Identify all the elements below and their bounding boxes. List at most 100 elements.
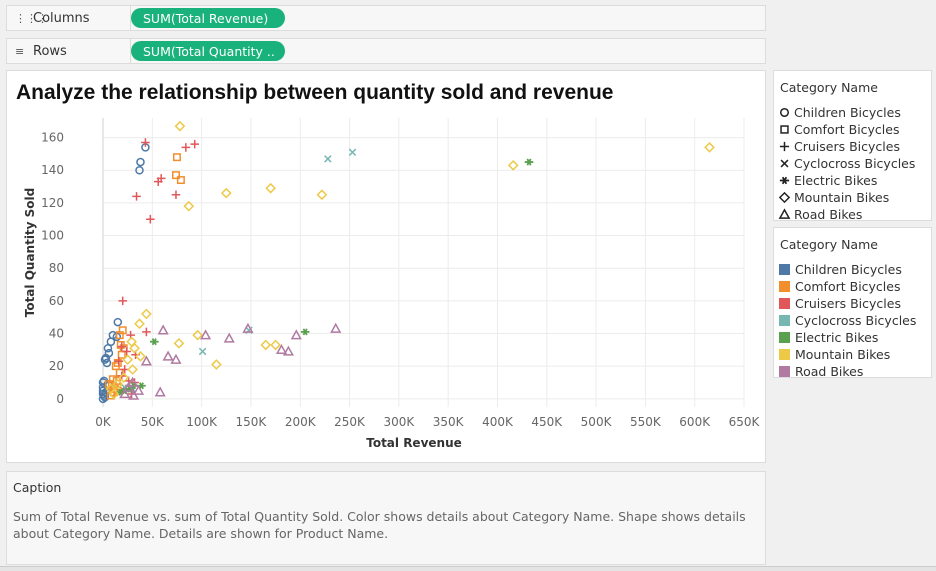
- data-point[interactable]: [507, 159, 519, 171]
- data-point[interactable]: [524, 158, 534, 166]
- color-legend-item[interactable]: Cruisers Bicycles: [774, 295, 931, 312]
- data-point[interactable]: [149, 338, 159, 346]
- data-point[interactable]: [129, 342, 140, 354]
- shape-legend-label: Electric Bikes: [794, 173, 878, 188]
- data-point[interactable]: [173, 337, 185, 349]
- y-tick-label: 140: [41, 163, 64, 177]
- data-point[interactable]: [192, 329, 204, 341]
- shape-legend-item[interactable]: Cyclocross Bicycles: [774, 155, 931, 172]
- columns-shelf[interactable]: ⋮⋮⋮ Columns SUM(Total Revenue): [6, 5, 766, 31]
- x-tick-label: 50K: [141, 415, 165, 429]
- data-point[interactable]: [300, 328, 310, 336]
- data-point[interactable]: [157, 324, 169, 335]
- data-point[interactable]: [171, 190, 181, 200]
- data-point[interactable]: [118, 296, 128, 306]
- shape-legend-item[interactable]: Electric Bikes: [774, 172, 931, 189]
- data-point[interactable]: [112, 376, 121, 385]
- columns-pill[interactable]: SUM(Total Revenue): [131, 8, 285, 28]
- data-point[interactable]: [330, 322, 342, 333]
- data-point[interactable]: [127, 389, 140, 400]
- data-point[interactable]: [154, 386, 166, 397]
- data-point[interactable]: [199, 329, 212, 340]
- data-point[interactable]: [282, 345, 294, 356]
- caption-title: Caption: [13, 480, 62, 495]
- data-point[interactable]: [141, 308, 152, 320]
- y-tick-label: 0: [56, 392, 64, 406]
- data-point[interactable]: [290, 329, 302, 340]
- data-point[interactable]: [242, 322, 254, 333]
- scatter-chart[interactable]: 0K 50K 100K 150K 200K 250K 300K 350K 400K 450K 500…: [7, 71, 765, 462]
- data-point[interactable]: [114, 356, 124, 366]
- data-point[interactable]: [117, 342, 127, 351]
- color-legend-item[interactable]: Comfort Bicycles: [774, 278, 931, 295]
- data-point[interactable]: [127, 376, 139, 387]
- color-legend-item[interactable]: Cyclocross Bicycles: [774, 312, 931, 329]
- data-point[interactable]: [115, 331, 124, 340]
- data-point[interactable]: [112, 378, 124, 390]
- data-point[interactable]: [265, 182, 277, 194]
- data-point[interactable]: [170, 353, 182, 364]
- diamond-shape-icon: [778, 191, 791, 204]
- data-point[interactable]: [118, 372, 130, 383]
- data-point[interactable]: [172, 171, 180, 180]
- data-point[interactable]: [100, 392, 110, 402]
- color-legend-item[interactable]: Road Bikes: [774, 363, 931, 380]
- data-point[interactable]: [135, 165, 144, 175]
- data-point[interactable]: [140, 355, 152, 366]
- x-tick-label: 0K: [95, 415, 112, 429]
- shape-legend-item[interactable]: Mountain Bikes: [774, 189, 931, 206]
- data-point[interactable]: [123, 381, 135, 392]
- data-point[interactable]: [704, 142, 715, 153]
- data-point[interactable]: [174, 120, 186, 132]
- shape-legend-item[interactable]: Comfort Bicycles: [774, 121, 931, 138]
- rows-shelf[interactable]: ≡ Rows SUM(Total Quantity ..: [6, 38, 766, 64]
- data-point[interactable]: [98, 378, 108, 387]
- data-point[interactable]: [146, 214, 155, 224]
- data-point[interactable]: [113, 317, 123, 327]
- data-point[interactable]: [132, 192, 141, 201]
- data-point[interactable]: [198, 347, 207, 356]
- data-point[interactable]: [127, 364, 138, 375]
- data-point[interactable]: [162, 350, 174, 361]
- data-point[interactable]: [122, 354, 134, 366]
- data-point[interactable]: [260, 339, 272, 351]
- data-point[interactable]: [153, 177, 163, 186]
- data-point[interactable]: [135, 351, 146, 362]
- data-point[interactable]: [223, 332, 235, 343]
- data-point[interactable]: [102, 358, 112, 368]
- data-point[interactable]: [176, 176, 185, 185]
- shape-legend-item[interactable]: Cruisers Bicycles: [774, 138, 931, 155]
- color-legend[interactable]: Category Name Children Bicycles Comfort B…: [773, 227, 932, 380]
- data-point[interactable]: [270, 339, 281, 351]
- color-legend-item[interactable]: Children Bicycles: [774, 261, 931, 278]
- data-point[interactable]: [132, 384, 145, 395]
- data-point[interactable]: [316, 189, 328, 201]
- data-point[interactable]: [348, 148, 357, 157]
- data-point[interactable]: [181, 143, 191, 152]
- shape-legend-item[interactable]: Children Bicycles: [774, 104, 931, 121]
- data-point[interactable]: [183, 200, 195, 212]
- data-point[interactable]: [220, 187, 232, 199]
- data-point[interactable]: [172, 153, 181, 162]
- data-point[interactable]: [324, 155, 332, 163]
- rows-pill[interactable]: SUM(Total Quantity ..: [131, 41, 285, 61]
- color-legend-item[interactable]: Electric Bikes: [774, 329, 931, 346]
- shape-legend[interactable]: Category Name Children Bicycles Comfort B…: [773, 70, 932, 223]
- sheet-tab-bar[interactable]: [0, 566, 936, 571]
- data-point[interactable]: [136, 157, 145, 167]
- data-point[interactable]: [190, 139, 200, 149]
- data-point[interactable]: [275, 344, 288, 355]
- data-point[interactable]: [134, 318, 145, 330]
- shape-legend-item[interactable]: Road Bikes: [774, 206, 931, 223]
- data-point[interactable]: [103, 343, 113, 353]
- data-point[interactable]: [108, 388, 120, 400]
- data-point[interactable]: [122, 347, 131, 356]
- data-point[interactable]: [141, 138, 150, 147]
- data-point[interactable]: [117, 350, 126, 359]
- color-legend-item[interactable]: Mountain Bikes: [774, 346, 931, 363]
- square-shape-icon: [778, 123, 791, 136]
- data-point[interactable]: [119, 388, 131, 399]
- data-point[interactable]: [142, 327, 151, 337]
- data-point[interactable]: [211, 359, 222, 370]
- color-legend-label: Electric Bikes: [795, 330, 879, 345]
